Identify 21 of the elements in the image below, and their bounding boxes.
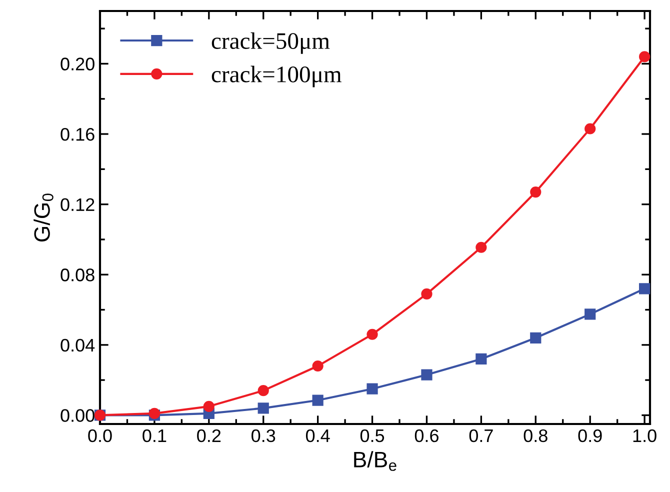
- x-tick-label: 0.5: [360, 429, 384, 442]
- legend-label: crack=100μm: [212, 66, 342, 88]
- y-tick-label: 0.12: [60, 198, 94, 212]
- y-tick-label: 0.20: [60, 58, 94, 70]
- y-tick-label: 0.16: [60, 128, 94, 141]
- x-tick-label: 0.0: [88, 429, 112, 442]
- x-tick-label: 1.0: [633, 429, 656, 442]
- x-tick-label: 0.7: [469, 429, 493, 442]
- y-tick-label: 0.04: [60, 338, 95, 352]
- x-tick-label: 0.8: [524, 429, 548, 442]
- x-tick-label: 0.3: [252, 429, 276, 442]
- x-axis-title: B/B$_{e}$: [354, 451, 396, 471]
- x-tick-label: 0.1: [142, 429, 166, 442]
- x-tick-label: 0.9: [578, 429, 602, 442]
- x-tick-label: 0.6: [414, 429, 438, 442]
- y-tick-label: 0.00: [60, 409, 94, 422]
- y-axis-title: G/G$_{0}$: [34, 194, 54, 242]
- legend-label: crack=50μm: [212, 32, 330, 54]
- x-tick-label: 0.4: [306, 429, 330, 442]
- y-tick-label: 0.08: [60, 268, 94, 282]
- x-tick-label: 0.2: [197, 429, 221, 442]
